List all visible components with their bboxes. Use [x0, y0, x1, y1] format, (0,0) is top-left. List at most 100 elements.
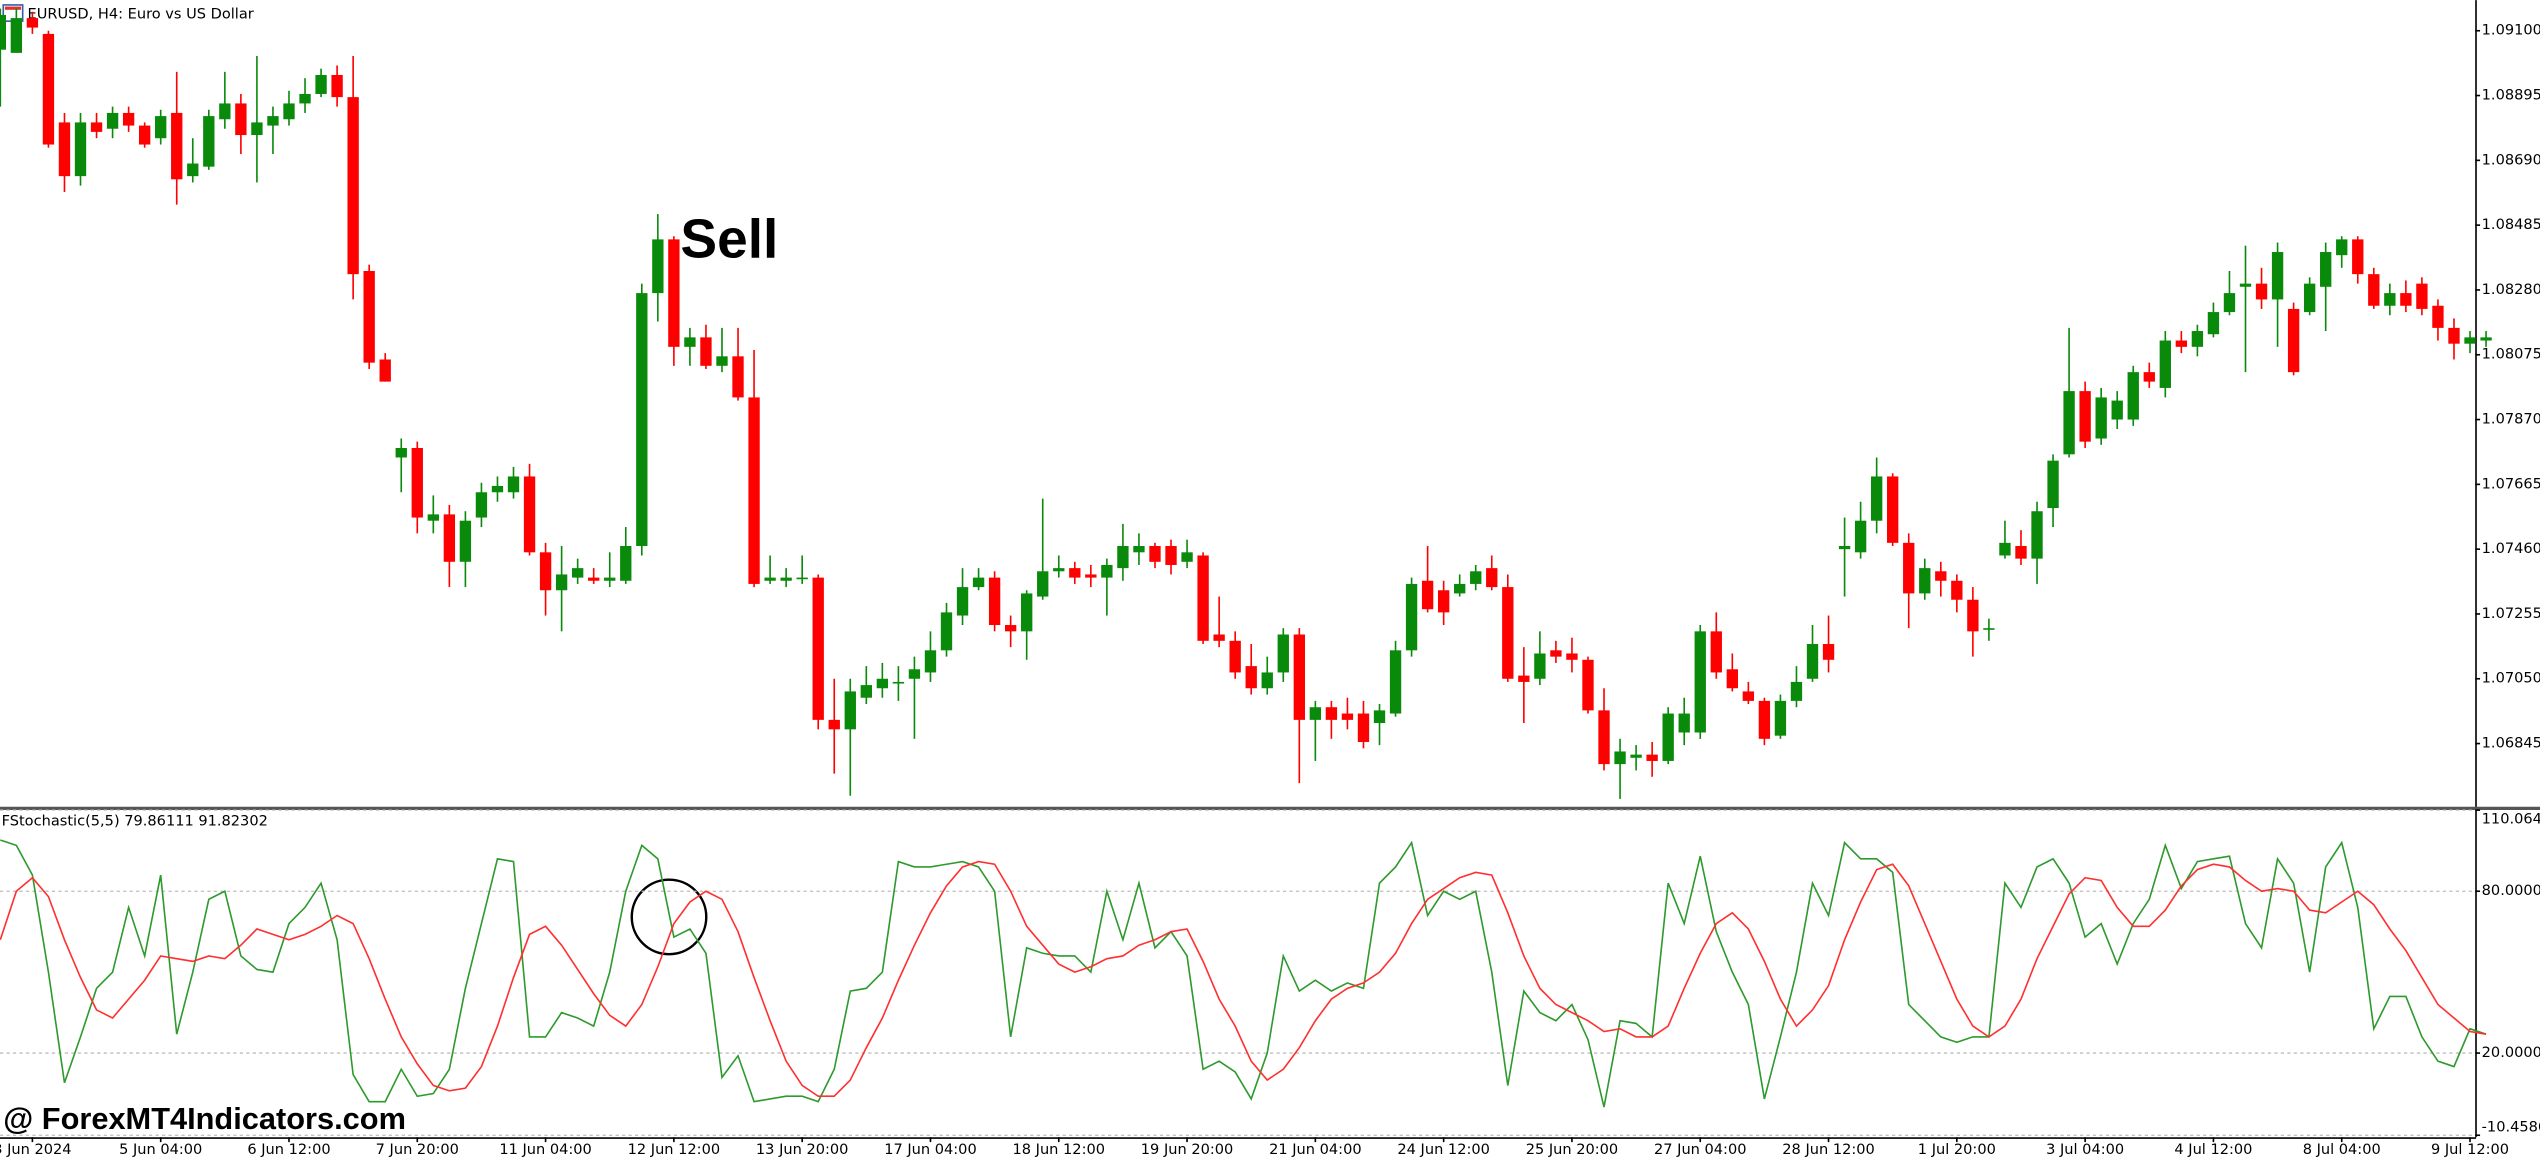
- candle-body: [668, 239, 680, 347]
- candle-body: [1967, 599, 1979, 632]
- candle-body: [2223, 293, 2236, 313]
- candle-body: [2432, 305, 2444, 328]
- x-tick-label: 8 Jul 04:00: [2303, 1141, 2381, 1158]
- y-tick-label: 1.06845: [2482, 735, 2540, 752]
- candle-body: [2079, 391, 2091, 442]
- candle-body: [700, 337, 712, 366]
- candle-body: [684, 337, 696, 347]
- candle-body: [860, 685, 872, 698]
- candle-body: [2336, 239, 2348, 256]
- candle-body: [844, 691, 856, 730]
- candle-body: [604, 577, 616, 581]
- candle-body: [0, 14, 6, 50]
- candle-body: [1903, 542, 1915, 594]
- candle-body: [1758, 700, 1771, 739]
- candle-body: [956, 587, 969, 616]
- candle-body: [251, 122, 263, 136]
- candle-body: [2352, 239, 2364, 275]
- y-tick-label: 110.0643: [2482, 811, 2540, 828]
- candle-body: [475, 492, 488, 518]
- candle-body: [283, 103, 295, 120]
- candle-body: [2095, 397, 2107, 439]
- candle-body: [636, 293, 648, 546]
- x-tick-label: 1 Jul 20:00: [1918, 1141, 1996, 1158]
- candle-body: [1854, 520, 1867, 553]
- candle-body: [1293, 634, 1305, 720]
- candle-body: [1437, 590, 1450, 613]
- x-tick-label: 18 Jun 12:00: [1013, 1141, 1106, 1158]
- candle-body: [1101, 564, 1113, 578]
- candle-body: [106, 112, 119, 129]
- candle-body: [507, 476, 520, 493]
- candle-body: [74, 122, 87, 177]
- candle-body: [1085, 574, 1097, 578]
- candle-body: [2368, 274, 2380, 306]
- x-tick-label: 27 Jun 04:00: [1654, 1141, 1747, 1158]
- candle-body: [892, 681, 905, 684]
- candle-body: [2239, 283, 2252, 287]
- x-tick-label: 19 Jun 20:00: [1141, 1141, 1234, 1158]
- candle-body: [1694, 631, 1706, 733]
- candle-body: [459, 520, 472, 562]
- candle-body: [1870, 476, 1883, 521]
- candle-body: [523, 476, 536, 553]
- candle-body: [155, 116, 167, 139]
- y-tick-label: 1.08075: [2482, 346, 2540, 363]
- candle-body: [796, 577, 808, 580]
- candle-body: [1037, 571, 1049, 597]
- x-tick-label: 5 Jun 04:00: [119, 1141, 202, 1158]
- x-tick-label: 3 Jun 2024: [0, 1141, 72, 1158]
- candle-body: [972, 577, 985, 588]
- candle-body: [571, 568, 584, 578]
- candle-body: [1887, 476, 1899, 543]
- candle-body: [828, 719, 840, 730]
- candle-body: [1742, 691, 1755, 701]
- candle-body: [2464, 337, 2476, 344]
- candle-body: [58, 122, 71, 177]
- candle-body: [379, 359, 391, 382]
- candle-body: [1630, 754, 1642, 758]
- x-tick-label: 17 Jun 04:00: [884, 1141, 977, 1158]
- candle-body: [2207, 312, 2220, 335]
- y-tick-label: 1.07255: [2482, 605, 2540, 622]
- candle-body: [395, 448, 407, 458]
- candle-body: [1021, 593, 1033, 632]
- watermark: @ ForexMT4Indicators.com: [3, 1101, 406, 1136]
- candle-body: [1117, 545, 1129, 569]
- x-tick-label: 13 Jun 20:00: [756, 1141, 849, 1158]
- candle-body: [1502, 587, 1514, 679]
- candle-body: [2175, 340, 2188, 347]
- candle-body: [1181, 552, 1193, 562]
- candle-body: [876, 678, 889, 689]
- x-tick-label: 9 Jul 12:00: [2431, 1141, 2509, 1158]
- candle-body: [347, 97, 359, 275]
- candle-body: [1935, 571, 1947, 581]
- candle-body: [1149, 545, 1161, 562]
- x-tick-label: 11 Jun 04:00: [499, 1141, 592, 1158]
- candle-body: [2143, 372, 2155, 382]
- candle-body: [1534, 653, 1546, 679]
- candle-body: [443, 514, 456, 562]
- candle-body: [315, 74, 327, 94]
- candle-body: [427, 514, 439, 521]
- y-tick-label: 1.08895: [2482, 87, 2540, 104]
- candle-body: [1069, 568, 1081, 578]
- candle-body: [1309, 707, 1322, 720]
- candle-body: [2191, 331, 2204, 347]
- candle-body: [1550, 650, 1562, 657]
- y-tick-label: 80.00000: [2482, 882, 2540, 899]
- x-tick-label: 24 Jun 12:00: [1397, 1141, 1490, 1158]
- candle-body: [1678, 713, 1690, 733]
- symbol-icon-stripe: [4, 6, 22, 10]
- candle-body: [588, 577, 600, 581]
- candle-body: [2159, 340, 2171, 388]
- y-tick-label: 1.08690: [2482, 151, 2540, 168]
- candle-body: [1710, 631, 1722, 673]
- candle-body: [2480, 337, 2492, 341]
- candle-body: [1341, 713, 1354, 720]
- chart-title: EURUSD, H4: Euro vs US Dollar: [28, 6, 254, 23]
- candle-body: [1405, 583, 1418, 651]
- x-tick-label: 28 Jun 12:00: [1782, 1141, 1875, 1158]
